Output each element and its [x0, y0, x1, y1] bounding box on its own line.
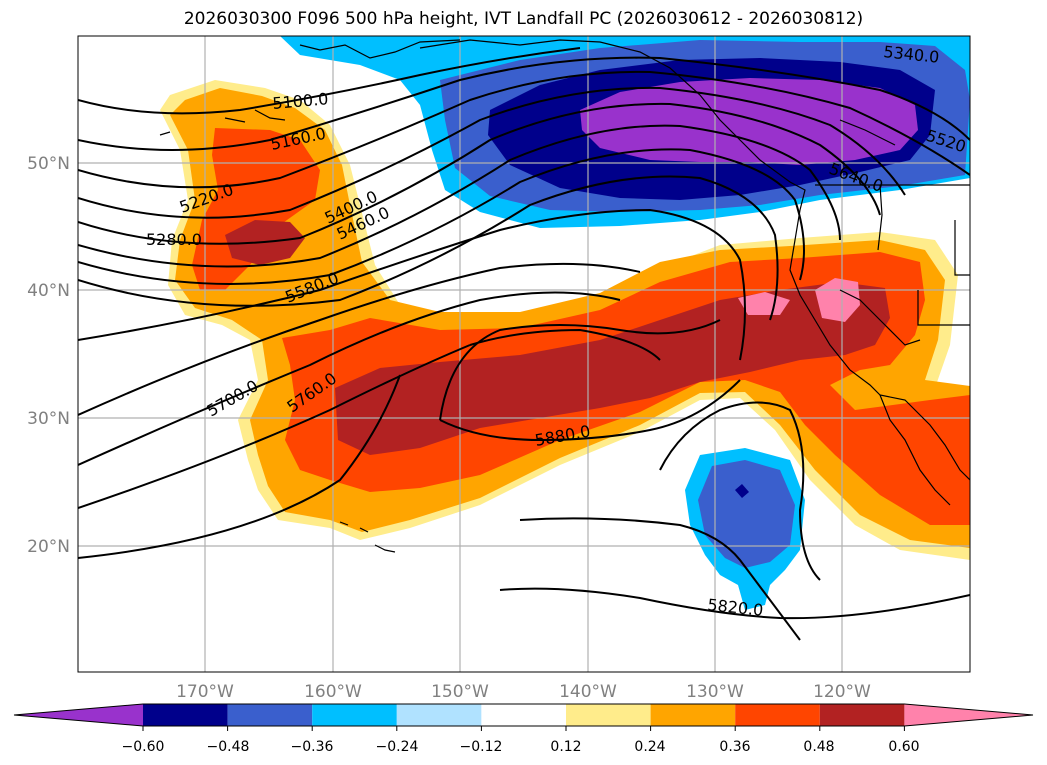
- colorbar-tick-label: 0.24: [634, 739, 665, 755]
- map-title: 2026030300 F096 500 hPa height, IVT Land…: [183, 9, 864, 29]
- contour-label: 5280.0: [146, 230, 202, 249]
- colorbar-segment: [396, 704, 482, 726]
- longitude-labels: 170°W 160°W 150°W 140°W 130°W 120°W: [176, 682, 871, 702]
- colorbar-segment: [481, 704, 566, 726]
- map-area: 5100.0 5160.0 5220.0 5280.0 5340.0 5400.…: [78, 36, 970, 672]
- colorbar-tick-labels: −0.60 −0.48 −0.36 −0.24 −0.12 0.12 0.24 …: [122, 739, 920, 755]
- lat-label: 40°N: [27, 281, 70, 301]
- colorbar-tick-label: 0.12: [550, 739, 581, 755]
- positive-anomaly-fill: [160, 80, 970, 560]
- map-frame: [77, 35, 971, 673]
- colorbar-tick-label: −0.60: [122, 739, 165, 755]
- colorbar-extend-left: [14, 704, 143, 726]
- lon-label: 170°W: [176, 682, 234, 702]
- colorbar-segment: [566, 704, 651, 726]
- colorbar: [13, 703, 1034, 731]
- colorbar-tick-label: −0.48: [207, 739, 250, 755]
- colorbar-tick-label: 0.36: [719, 739, 750, 755]
- lat-label: 30°N: [27, 409, 70, 429]
- colorbar-tick-label: −0.36: [291, 739, 334, 755]
- lon-label: 120°W: [813, 682, 871, 702]
- colorbar-segment: [143, 704, 228, 726]
- colorbar-extend-right: [904, 704, 1033, 726]
- colorbar-segment: [735, 704, 820, 726]
- lat-label: 50°N: [27, 154, 70, 174]
- colorbar-tick-label: −0.12: [460, 739, 503, 755]
- lon-label: 160°W: [304, 682, 362, 702]
- colorbar-segment: [312, 704, 397, 726]
- colorbar-tick-label: −0.24: [376, 739, 419, 755]
- negative-anomaly-fill: [280, 36, 970, 610]
- lon-label: 150°W: [431, 682, 489, 702]
- colorbar-tick-label: 0.60: [888, 739, 919, 755]
- colorbar-tick-label: 0.48: [803, 739, 834, 755]
- height-contours: [78, 47, 970, 641]
- lat-label: 20°N: [27, 537, 70, 557]
- coastlines: [159, 39, 970, 553]
- latitude-labels: 50°N 40°N 30°N 20°N: [27, 154, 70, 557]
- colorbar-segment: [227, 704, 313, 726]
- lon-label: 130°W: [686, 682, 744, 702]
- colorbar-segment: [650, 704, 736, 726]
- contour-label: 5100.0: [272, 89, 329, 113]
- colorbar-segment: [819, 704, 905, 726]
- lon-label: 140°W: [559, 682, 617, 702]
